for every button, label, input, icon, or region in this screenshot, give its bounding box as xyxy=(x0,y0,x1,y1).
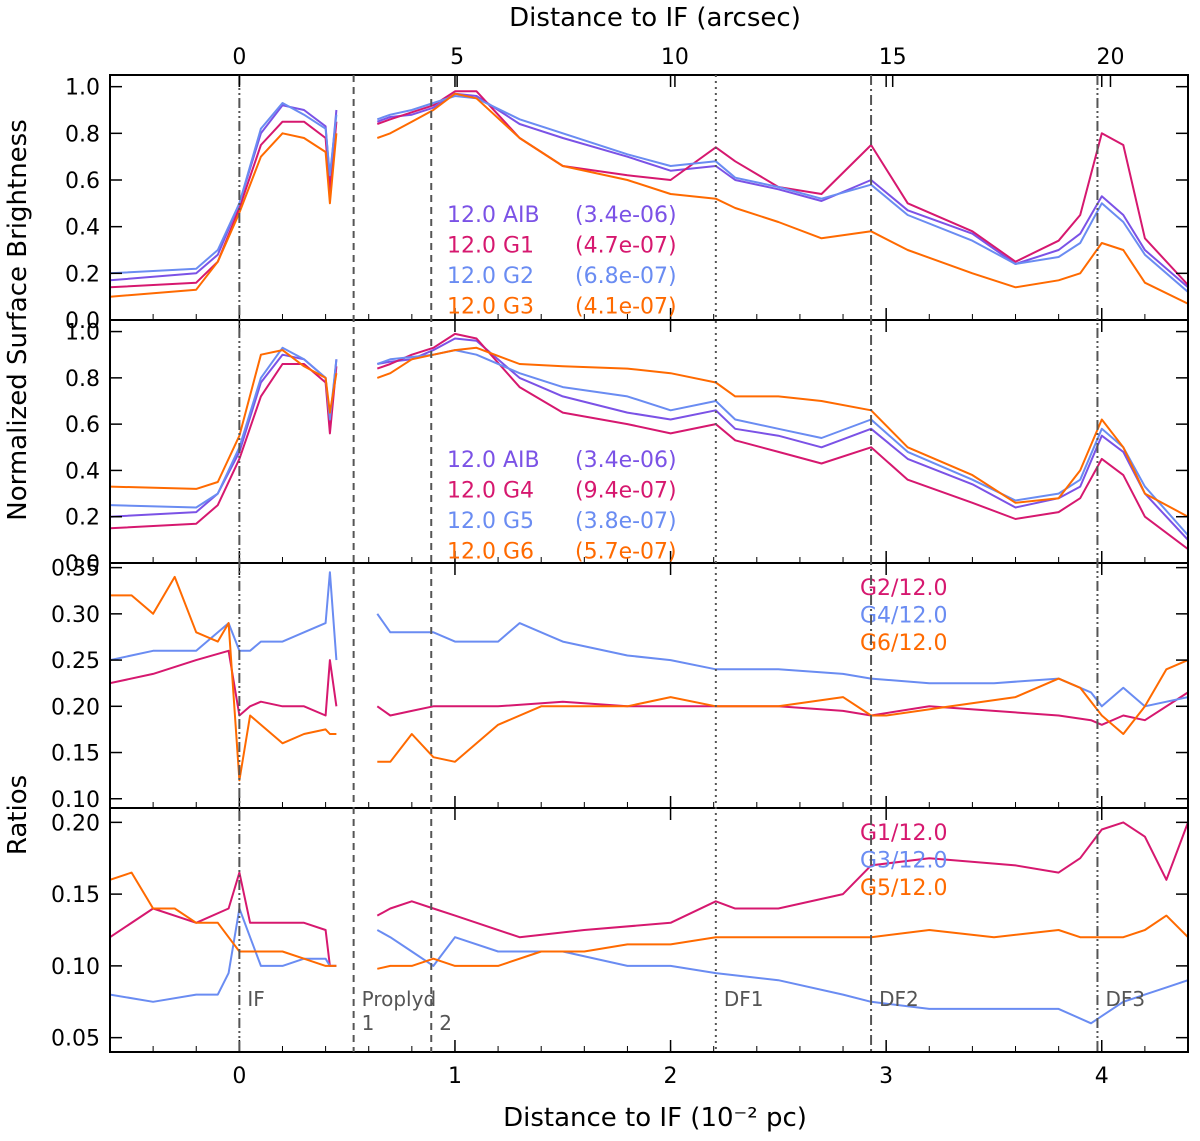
y-tick-label: 0.6 xyxy=(65,413,100,438)
marker-label: DF2 xyxy=(879,987,919,1011)
y-tick-label: 0.2 xyxy=(65,506,100,531)
y-tick-label: 0.0 xyxy=(65,309,100,334)
y-tick-label: 0.15 xyxy=(51,883,100,908)
legend-value: (6.8e-07) xyxy=(575,264,677,289)
panel-1: 0.0 0.2 0.4 0.6 0.8 1.0 12.0 AIB (3.4e-06) 12.0 … xyxy=(65,74,1189,334)
top-tick-label: 10 xyxy=(661,45,689,70)
top-axis: 0 5 10 15 20 xyxy=(232,45,1124,87)
y-tick-label: 0.8 xyxy=(65,367,100,392)
series-line-orange xyxy=(110,92,1188,305)
marker-label: Proplyd xyxy=(362,987,437,1011)
legend-name: 12.0 G5 xyxy=(447,509,534,534)
y-tick-label: 1.0 xyxy=(65,321,100,346)
legend-name: 12.0 G6 xyxy=(447,540,534,565)
legend-name: G2/12.0 xyxy=(860,576,947,601)
y-tick-label: 0.15 xyxy=(51,742,100,767)
panel-4: 0.05 0.10 0.15 0.20 G1/12.0 G3/12.0G5/12.0 xyxy=(51,807,1189,1053)
legend-name: G4/12.0 xyxy=(860,604,947,629)
y-axis-title-lower: Ratios xyxy=(3,775,33,855)
legend-name: G6/12.0 xyxy=(860,631,947,656)
marker-label: IF xyxy=(247,987,264,1011)
y-tick-label: 0.10 xyxy=(51,788,100,813)
y-tick-label: 0.30 xyxy=(51,603,100,628)
legend-name: 12.0 G2 xyxy=(447,264,534,289)
x-tick-label: 3 xyxy=(879,1064,893,1089)
bottom-axis-title: Distance to IF (10⁻² pc) xyxy=(503,1103,807,1133)
series-line-blue xyxy=(110,907,1188,1025)
x-tick-label: 0 xyxy=(232,1064,246,1089)
legend-name: 12.0 G4 xyxy=(447,479,534,504)
legend-value: (4.7e-07) xyxy=(575,234,677,259)
legend-value: (9.4e-07) xyxy=(575,479,677,504)
marker-sublabel: 2 xyxy=(439,1011,452,1035)
y-tick-label: 0.4 xyxy=(65,216,100,241)
legend-name: 12.0 G1 xyxy=(447,234,534,259)
y-tick-label: 0.4 xyxy=(65,459,100,484)
legend-value: (5.7e-07) xyxy=(575,540,677,565)
top-axis-title: Distance to IF (arcsec) xyxy=(509,3,801,33)
x-tick-label: 1 xyxy=(448,1064,462,1089)
y-tick-label: 0.8 xyxy=(65,122,100,147)
top-tick-label: 0 xyxy=(232,45,246,70)
legend-value: (3.8e-07) xyxy=(575,509,677,534)
top-tick-label: 5 xyxy=(450,45,464,70)
y-tick-label: 0.25 xyxy=(51,649,100,674)
y-tick-label: 0.10 xyxy=(51,955,100,980)
top-tick-label: 15 xyxy=(879,45,907,70)
legend-name: G1/12.0 xyxy=(860,821,947,846)
panels: 0.0 0.2 0.4 0.6 0.8 1.0 12.0 AIB (3.4e-06) 12.0 … xyxy=(51,74,1189,1053)
legend-value: (3.4e-06) xyxy=(575,448,677,473)
panel-3: 0.10 0.15 0.20 0.25 0.30 0.35 G2/12.0 G4/12.0G6… xyxy=(51,557,1189,813)
marker-label: DF1 xyxy=(724,987,764,1011)
series-line-magenta xyxy=(110,90,1188,289)
y-tick-label: 0.35 xyxy=(51,557,100,582)
y-tick-label: 0.20 xyxy=(51,695,100,720)
legend-name: 12.0 AIB xyxy=(447,448,540,473)
legend-name: 12.0 AIB xyxy=(447,203,540,228)
legend-name: 12.0 G3 xyxy=(447,295,534,320)
marker-label: DF3 xyxy=(1105,987,1145,1011)
y-tick-label: 0.6 xyxy=(65,169,100,194)
series-line-orange xyxy=(110,346,1188,518)
y-tick-label: 0.05 xyxy=(51,1027,100,1052)
series-line-magenta xyxy=(110,821,1188,967)
marker-sublabel: 1 xyxy=(362,1011,375,1035)
y-axis-title-upper: Normalized Surface Brightness xyxy=(3,119,33,521)
series-line-orange xyxy=(110,575,1188,782)
y-tick-label: 0.20 xyxy=(51,811,100,836)
x-tick-label: 2 xyxy=(664,1064,678,1089)
y-tick-label: 0.0 xyxy=(65,552,100,577)
legend-name: G3/12.0 xyxy=(860,849,947,874)
panel-frame xyxy=(109,807,1189,1053)
top-tick-label: 20 xyxy=(1096,45,1124,70)
bottom-axis: 0 1 2 3 4 xyxy=(232,1064,1108,1089)
y-tick-label: 1.0 xyxy=(65,76,100,101)
series-line-blue xyxy=(110,571,1188,708)
legend-name: G5/12.0 xyxy=(860,876,947,901)
legend-value: (4.1e-07) xyxy=(575,295,677,320)
y-tick-label: 0.2 xyxy=(65,262,100,287)
legend-value: (3.4e-06) xyxy=(575,203,677,228)
x-tick-label: 4 xyxy=(1095,1064,1109,1089)
panel-2: 0.0 0.2 0.4 0.6 0.8 1.0 12.0 AIB (3.4e-06) 12.0 … xyxy=(65,319,1189,577)
